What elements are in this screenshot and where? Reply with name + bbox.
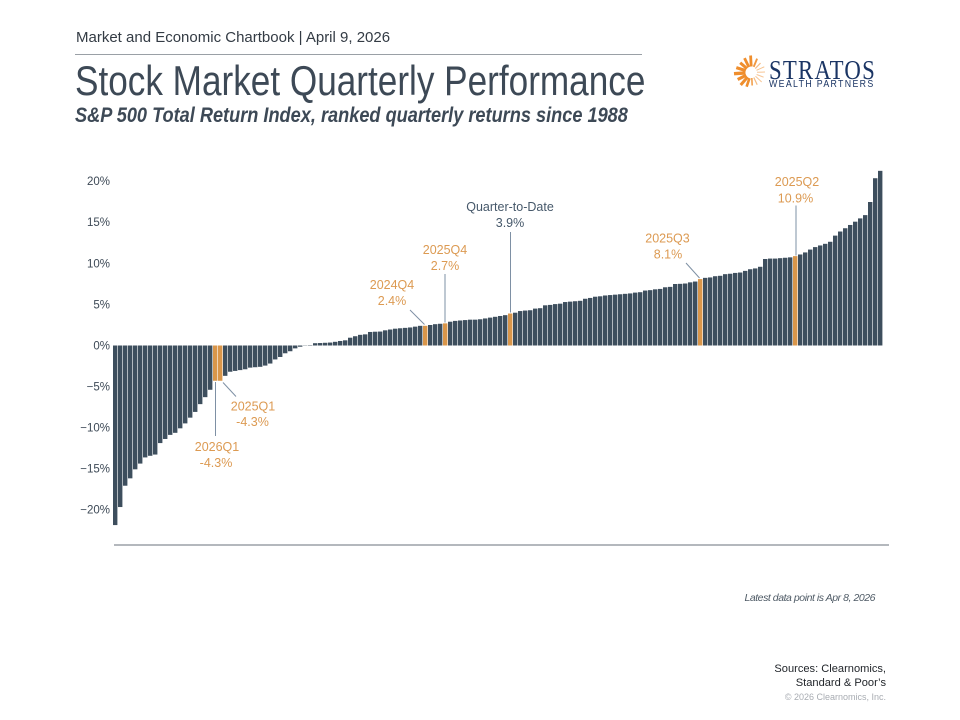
svg-text:2026Q1: 2026Q1	[195, 440, 240, 454]
svg-text:0%: 0%	[93, 341, 110, 353]
svg-text:−15%: −15%	[80, 464, 110, 476]
svg-text:3.9%: 3.9%	[496, 216, 525, 230]
svg-text:2.7%: 2.7%	[431, 259, 460, 273]
svg-text:2025Q4: 2025Q4	[423, 243, 468, 257]
svg-text:2024Q4: 2024Q4	[370, 278, 415, 292]
svg-text:8.1%: 8.1%	[654, 248, 683, 262]
svg-text:2025Q1: 2025Q1	[231, 400, 276, 414]
svg-text:2025Q3: 2025Q3	[645, 232, 690, 246]
svg-text:10%: 10%	[87, 259, 110, 271]
svg-text:2.4%: 2.4%	[378, 294, 407, 308]
svg-text:−20%: −20%	[80, 505, 110, 517]
svg-text:15%: 15%	[87, 217, 110, 229]
svg-text:20%: 20%	[87, 176, 110, 188]
svg-text:2025Q2: 2025Q2	[775, 175, 820, 189]
svg-text:-4.3%: -4.3%	[236, 415, 269, 429]
svg-text:−10%: −10%	[80, 423, 110, 435]
svg-text:5%: 5%	[93, 300, 110, 312]
svg-text:Latest data point is Apr 8, 20: Latest data point is Apr 8, 2026	[744, 592, 875, 604]
svg-text:Quarter-to-Date: Quarter-to-Date	[466, 200, 554, 214]
svg-text:−5%: −5%	[87, 382, 110, 394]
svg-text:10.9%: 10.9%	[778, 192, 813, 206]
svg-text:-4.3%: -4.3%	[200, 456, 233, 470]
